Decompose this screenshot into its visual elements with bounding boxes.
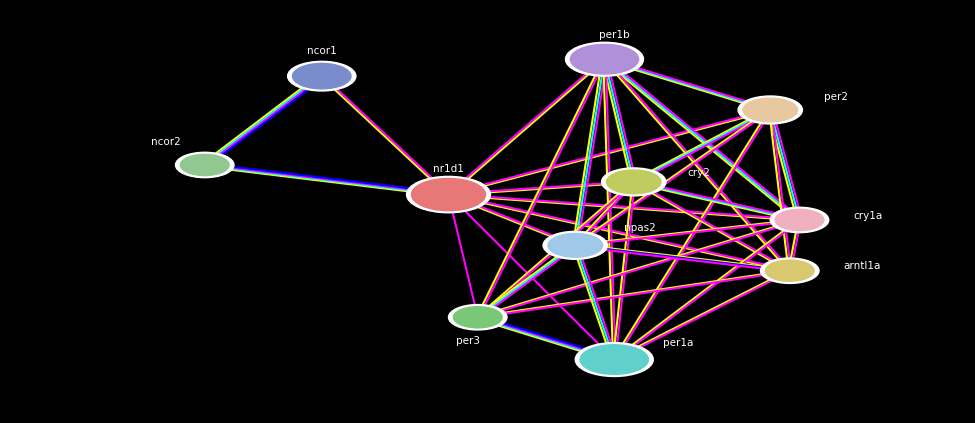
Circle shape (775, 209, 824, 231)
Circle shape (602, 168, 666, 196)
Circle shape (407, 176, 490, 213)
Circle shape (566, 42, 644, 76)
Circle shape (743, 98, 798, 122)
Circle shape (760, 258, 819, 283)
Circle shape (180, 154, 229, 176)
Text: cry2: cry2 (687, 168, 710, 179)
Circle shape (770, 207, 829, 233)
Circle shape (570, 44, 639, 74)
Text: per2: per2 (824, 92, 848, 102)
Circle shape (543, 231, 607, 259)
Circle shape (176, 152, 234, 178)
Circle shape (448, 305, 507, 330)
Circle shape (580, 345, 648, 374)
Circle shape (606, 170, 661, 194)
Text: nr1d1: nr1d1 (433, 164, 464, 174)
Circle shape (411, 179, 486, 211)
Circle shape (288, 61, 356, 91)
Text: per1a: per1a (663, 338, 693, 349)
Text: per1b: per1b (599, 30, 630, 40)
Text: ncor1: ncor1 (307, 46, 336, 56)
Text: per3: per3 (456, 335, 480, 346)
Circle shape (548, 233, 603, 257)
Circle shape (292, 63, 351, 89)
Circle shape (575, 343, 653, 376)
Text: cry1a: cry1a (853, 211, 882, 221)
Circle shape (765, 260, 814, 281)
Circle shape (453, 307, 502, 328)
Text: npas2: npas2 (624, 223, 656, 233)
Text: ncor2: ncor2 (151, 137, 180, 147)
Circle shape (738, 96, 802, 124)
Text: arntl1a: arntl1a (843, 261, 880, 272)
